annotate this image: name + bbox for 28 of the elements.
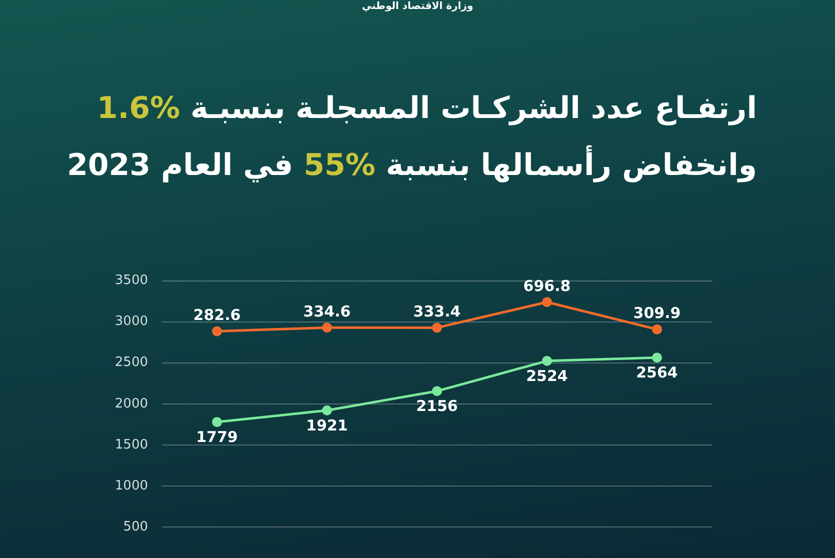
point <box>542 356 552 366</box>
y-tick-label: 1500 <box>114 437 148 452</box>
point <box>432 322 442 333</box>
y-tick-label: 2000 <box>114 396 148 412</box>
point <box>322 322 332 333</box>
y-tick-label: 500 <box>123 519 148 534</box>
data-label: 333.4 <box>413 302 461 321</box>
point <box>212 326 222 336</box>
data-label: 309.9 <box>633 304 681 322</box>
data-label: 334.6 <box>303 302 351 320</box>
text: وزارة الاقتصاد الوطني <box>360 0 474 13</box>
point <box>652 324 662 334</box>
point <box>322 405 332 416</box>
point <box>542 297 552 308</box>
data-label: 282.6 <box>193 306 241 324</box>
data-label: 1779 <box>196 428 238 446</box>
data-label: 1921 <box>306 416 348 434</box>
data-label: 2524 <box>526 366 568 385</box>
point <box>432 386 442 396</box>
point <box>652 352 662 363</box>
y-tick-label: 3500 <box>114 273 148 288</box>
data-label: 2564 <box>636 364 678 382</box>
data-label: 2156 <box>416 396 458 415</box>
y-tick-label: 2500 <box>114 355 148 370</box>
y-tick-label: 1000 <box>114 478 148 494</box>
data-label: 696.8 <box>523 277 571 296</box>
point <box>212 417 222 428</box>
y-tick-label: 3000 <box>114 314 148 330</box>
